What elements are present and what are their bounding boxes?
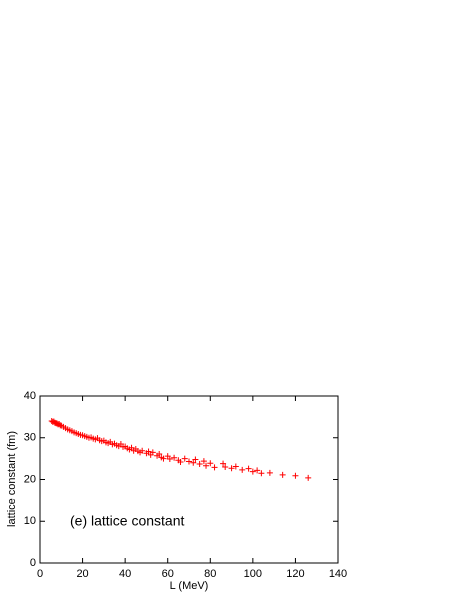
y-tick-label: 30 [24,432,36,444]
y-tick-label: 10 [24,515,36,527]
point [245,465,252,472]
point [186,458,192,465]
x-tick-label: 80 [204,568,216,580]
y-tick-label: 0 [30,557,36,569]
point [192,456,199,463]
point [220,460,227,467]
point [166,456,173,463]
y-tick-label: 20 [24,473,36,485]
y-axis-label: lattice constant (fm) [6,431,18,527]
point [292,472,299,479]
point [254,467,261,474]
x-tick-label: 140 [329,568,347,580]
point [160,455,167,462]
point [190,459,197,466]
point [228,465,235,472]
point [171,454,178,461]
x-tick-label: 20 [76,568,88,580]
point [207,460,214,467]
point [196,461,203,468]
point [239,466,246,473]
x-tick-label: 60 [162,568,174,580]
annotation: (e) lattice constant [70,513,184,529]
point [181,455,188,462]
x-axis-label: L (MeV) [170,580,209,592]
x-tick-label: 40 [119,568,131,580]
point [232,463,239,470]
point [156,451,163,458]
point [149,449,156,456]
point [258,470,265,477]
y-tick-label: 40 [24,390,36,402]
point [249,468,256,475]
point [279,471,286,478]
point [145,448,152,455]
point [211,464,218,471]
x-tick-label: 120 [286,568,304,580]
plot-frame [39,395,339,564]
point [139,447,146,454]
x-tick-label: 0 [37,568,43,580]
point [200,458,207,465]
point [305,474,312,481]
point [266,469,273,476]
x-tick-label: 100 [244,568,262,580]
point [177,458,184,465]
point [203,462,210,469]
point [222,463,229,470]
